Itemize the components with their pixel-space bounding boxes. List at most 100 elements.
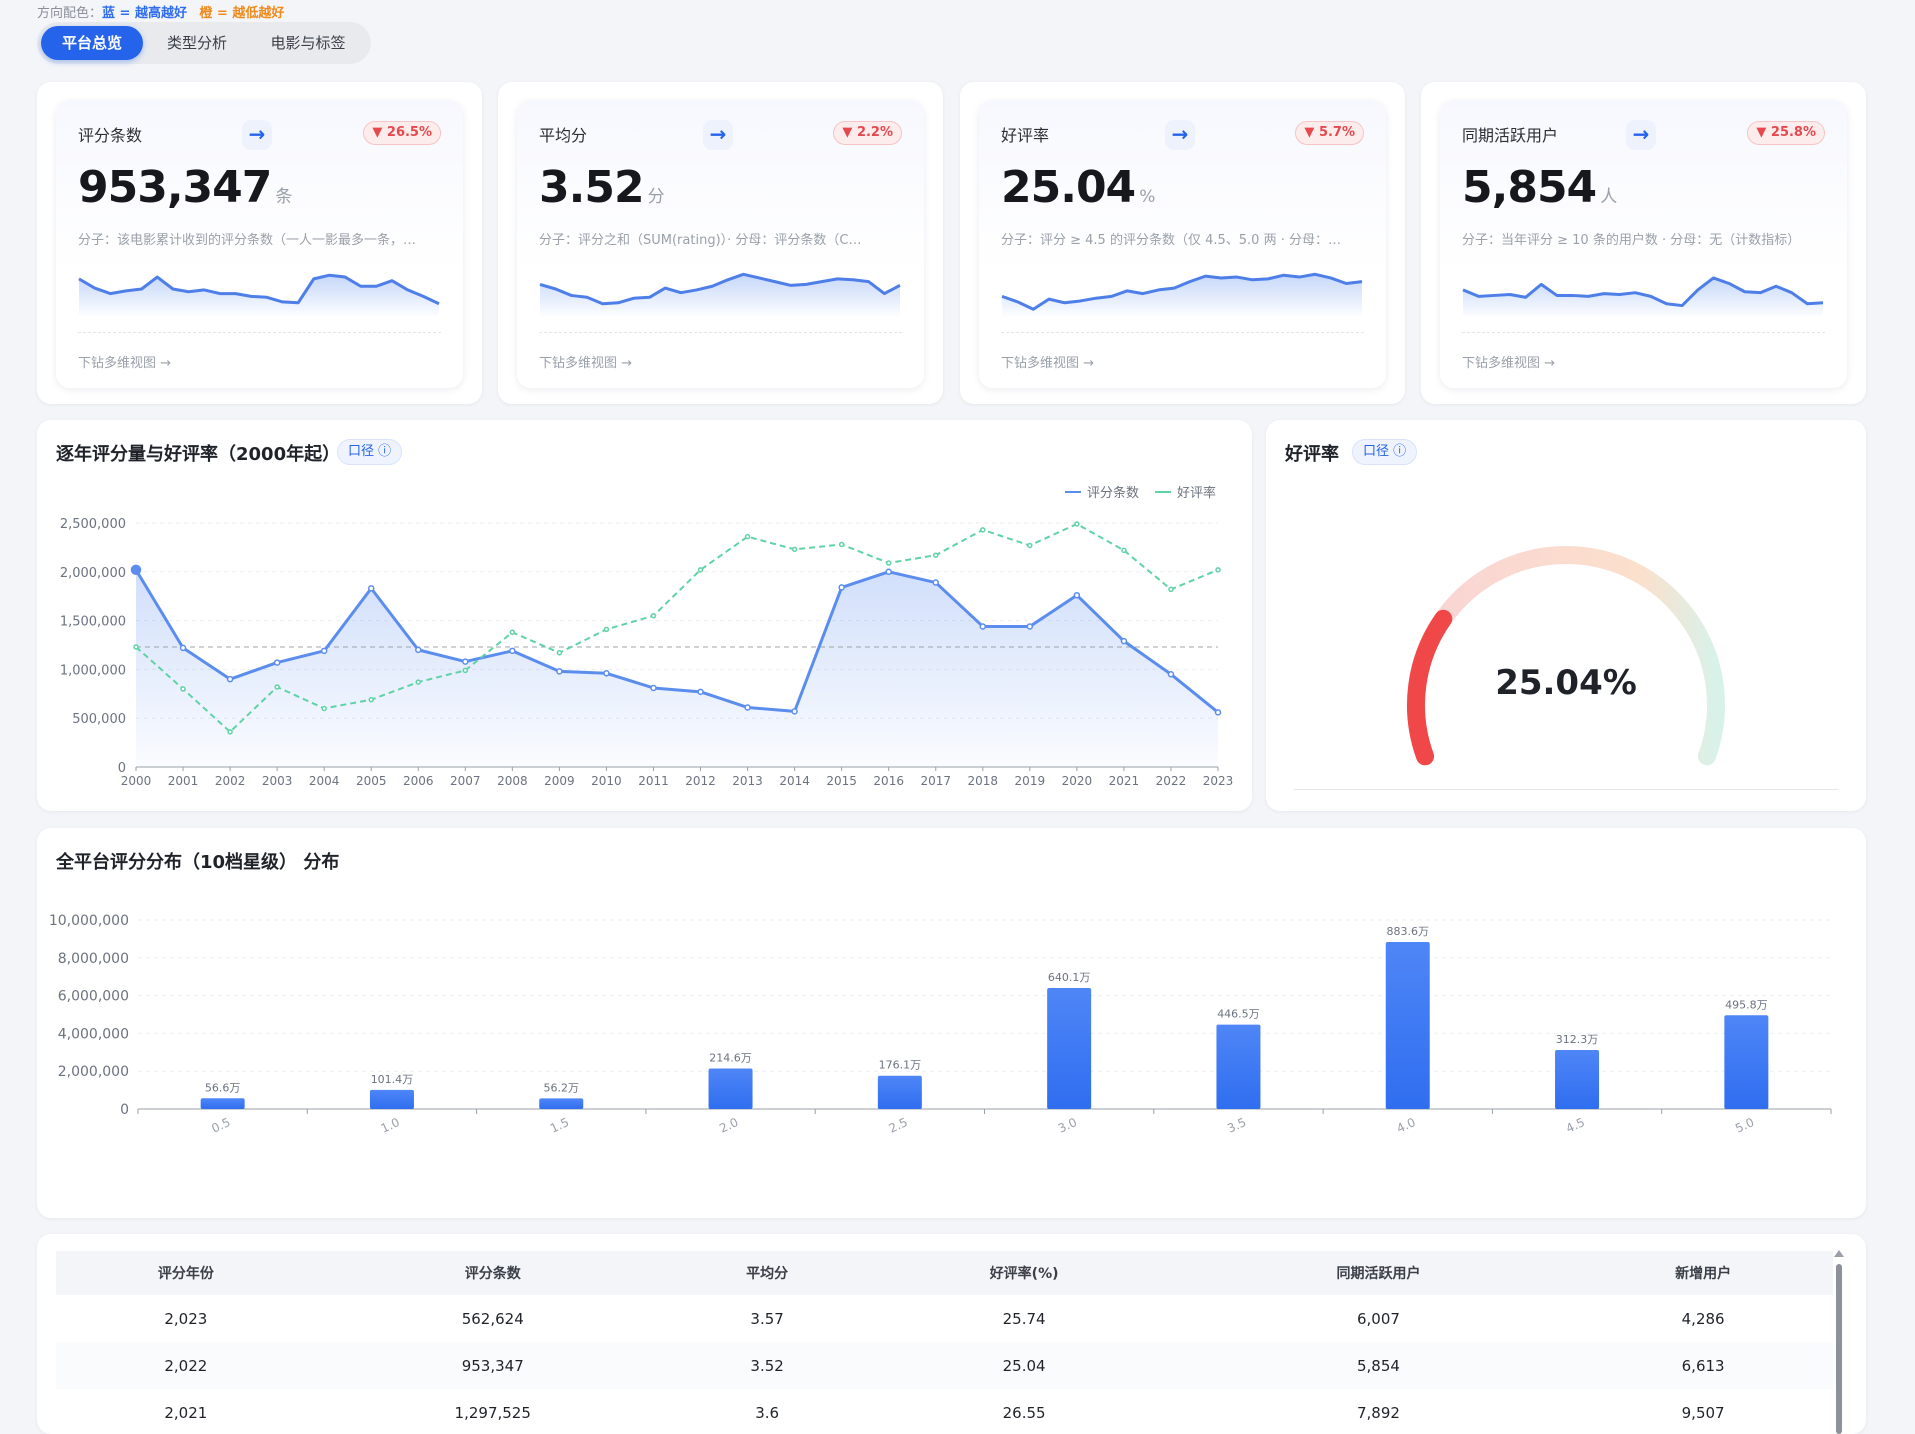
x-tick-label: 2004 (309, 774, 340, 788)
table-row[interactable]: 2,022 953,347 3.52 25.04 5,854 6,613 (56, 1342, 1833, 1389)
caliber-info-button[interactable]: 口径 ⓘ (1352, 439, 1418, 465)
arrow-right-icon[interactable]: → (242, 120, 272, 150)
bar (1724, 1015, 1769, 1109)
data-point (1121, 547, 1127, 554)
data-point (462, 658, 469, 665)
bar (539, 1098, 584, 1109)
bar (708, 1068, 753, 1109)
data-point (603, 626, 610, 633)
x-tick-label: 2023 (1203, 774, 1234, 788)
kpi-card-positive-rate: 好评率 → ▼ 5.7% 25.04% 分子：评分 ≥ 4.5 的评分条数（仅 … (960, 82, 1405, 404)
x-tick-label: 2017 (920, 774, 951, 788)
drilldown-link[interactable]: 下钻多维视图 → (1001, 356, 1095, 371)
kpi-title: 好评率 (1001, 126, 1050, 145)
distribution-title: 全平台评分分布（10档星级） 分布 (56, 852, 340, 873)
x-tick-label: 2007 (450, 774, 481, 788)
x-tick-label: 2013 (732, 774, 763, 788)
data-point (1168, 586, 1174, 593)
series-line-positive-rate (135, 522, 1219, 734)
data-point (697, 567, 704, 573)
table-panel: 评分年份 评分条数 平均分 好评率(%) 同期活跃用户 新增用户 2,023 5… (37, 1234, 1866, 1434)
x-tick-label: 2012 (685, 774, 716, 788)
kpi-value: 25.04% (1001, 162, 1155, 213)
x-tick-label: 2021 (1109, 774, 1140, 788)
x-tick-label: 2.5 (887, 1115, 910, 1136)
data-point (415, 646, 422, 654)
kpi-description: 分子：当年评分 ≥ 10 条的用户数 · 分母：无（计数指标） (1462, 233, 1801, 248)
table-cell: 2,023 (164, 1309, 208, 1328)
data-table-wrap: 评分年份 评分条数 平均分 好评率(%) 同期活跃用户 新增用户 2,023 5… (56, 1251, 1833, 1434)
kpi-title: 平均分 (539, 126, 588, 145)
gauge-title: 好评率 (1285, 444, 1339, 465)
data-point (130, 564, 142, 576)
drilldown-link[interactable]: 下钻多维视图 → (1462, 356, 1556, 371)
x-tick-label: 1.5 (548, 1115, 571, 1136)
x-tick-label: 2008 (497, 774, 528, 788)
column-header[interactable]: 评分年份 (56, 1251, 316, 1295)
direction-legend-orange: 橙 = 越低越好 (199, 6, 285, 21)
kpi-number: 953,347 (78, 162, 272, 213)
column-header[interactable]: 同期活跃用户 (1183, 1251, 1574, 1295)
bar (1216, 1024, 1261, 1109)
divider (1462, 332, 1825, 333)
scroll-up-icon[interactable] (1834, 1250, 1844, 1257)
drilldown-link[interactable]: 下钻多维视图 → (78, 356, 172, 371)
gauge-panel: 好评率 口径 ⓘ 25.04% (1266, 420, 1866, 811)
x-tick-label: 2.0 (717, 1115, 740, 1136)
trend-panel: 逐年评分量与好评率（2000年起） 口径 ⓘ 0 500,000 1,000,000… (37, 420, 1252, 811)
tab-genre-analysis[interactable]: 类型分析 (166, 34, 227, 52)
table-cell: 2,021 (164, 1403, 208, 1422)
kpi-title: 评分条数 (78, 126, 143, 145)
column-header[interactable]: 平均分 (669, 1251, 865, 1295)
x-tick-label: 2000 (121, 774, 152, 788)
data-point (1167, 671, 1175, 678)
x-tick-label: 2020 (1062, 774, 1093, 788)
column-header[interactable]: 新增用户 (1573, 1251, 1833, 1295)
sparkline (1001, 272, 1363, 316)
table-row[interactable]: 2,023 562,624 3.57 25.74 6,007 4,286 (56, 1295, 1833, 1342)
gauge-chart: 25.04% (1407, 546, 1725, 766)
data-point (1215, 567, 1221, 573)
tab-movies-tags[interactable]: 电影与标签 (270, 34, 346, 52)
sparkline-area (1463, 277, 1823, 316)
bar-value-label: 56.6万 (205, 1081, 241, 1094)
y-tick-label: 1,500,000 (60, 615, 126, 630)
trend-chart: 0 500,000 1,000,000 1,500,000 2,000,000 2,500… (60, 485, 1234, 788)
column-header[interactable]: 好评率(%) (864, 1251, 1184, 1295)
change-badge: ▼ 26.5% (363, 121, 441, 145)
table-row[interactable]: 2,021 1,297,525 3.6 26.55 7,892 9,507 (56, 1389, 1833, 1434)
y-tick-label: 1,000,000 (60, 663, 126, 678)
data-point (838, 541, 845, 548)
distribution-panel: 全平台评分分布（10档星级） 分布 0 2,000,000 4,000,000 6,0… (37, 828, 1866, 1218)
kpi-description: 分子：评分 ≥ 4.5 的评分条数（仅 4.5、5.0 两 · 分母：… (1001, 233, 1341, 248)
yearly-table: 评分年份 评分条数 平均分 好评率(%) 同期活跃用户 新增用户 2,023 5… (56, 1251, 1833, 1434)
x-tick-label: 5.0 (1733, 1115, 1756, 1136)
sparkline-line (1462, 276, 1824, 308)
data-point (273, 659, 281, 666)
data-point (603, 670, 610, 677)
table-cell: 26.55 (1002, 1403, 1046, 1422)
kpi-number: 25.04 (1001, 162, 1136, 213)
bar-value-label: 101.4万 (371, 1073, 414, 1086)
bar-value-label: 446.5万 (1217, 1008, 1260, 1021)
caliber-info-button[interactable]: 口径 ⓘ (337, 439, 403, 465)
legend-label: 评分条数 (1087, 485, 1139, 501)
arrow-right-icon[interactable]: → (1165, 120, 1195, 150)
scrollbar-thumb[interactable] (1836, 1264, 1842, 1434)
tab-platform-overview[interactable]: 平台总览 (41, 26, 143, 60)
kpi-card-avg-score: 平均分 → ▼ 2.2% 3.52 分 分子：评分之和（SUM(rating)）·… (498, 82, 943, 404)
kpi-description: 分子：评分之和（SUM(rating)）· 分母：评分条数（C… (539, 233, 862, 248)
data-point (650, 612, 657, 619)
drilldown-link[interactable]: 下钻多维视图 → (539, 356, 633, 371)
bar-value-label: 176.1万 (879, 1059, 922, 1072)
arrow-right-icon[interactable]: → (703, 120, 733, 150)
kpi-number: 3.52 (539, 162, 645, 213)
data-point (838, 584, 845, 591)
column-header[interactable]: 评分条数 (315, 1251, 670, 1295)
data-point (744, 533, 751, 540)
arrow-right-icon[interactable]: → (1626, 120, 1656, 150)
x-tick-label: 2018 (968, 774, 999, 788)
bar-value-label: 495.8万 (1725, 998, 1768, 1011)
data-point (415, 679, 422, 685)
data-point (979, 623, 987, 630)
